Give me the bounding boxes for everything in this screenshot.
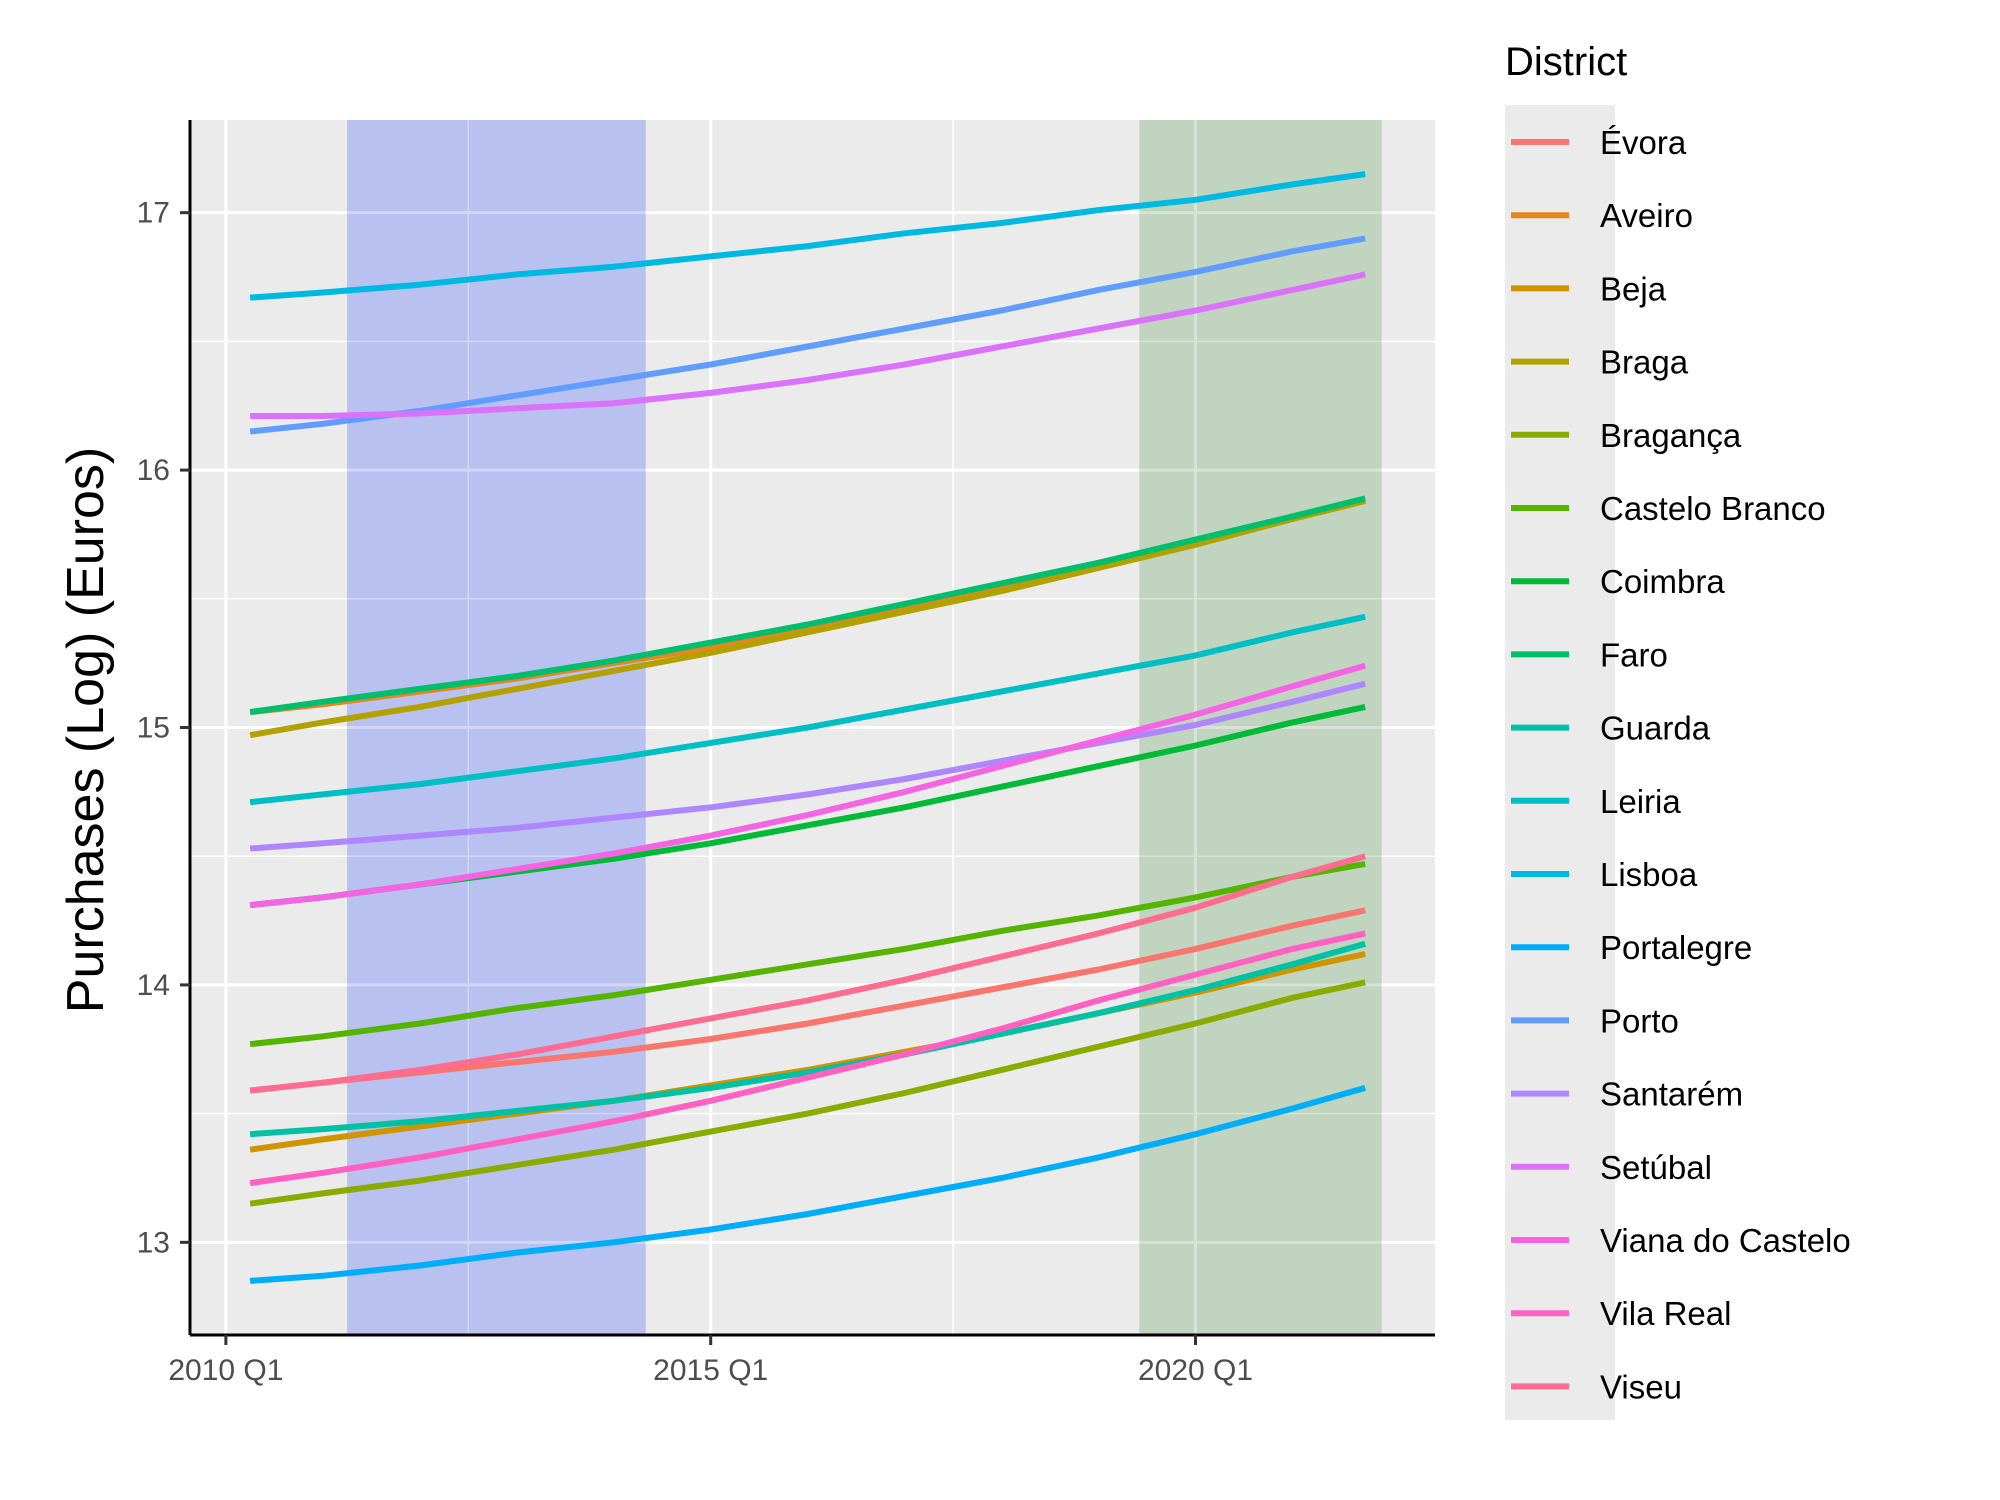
y-tick-label: 13 [137, 1226, 170, 1259]
series-line-leiria [249, 613, 1366, 806]
series-line-santarem [249, 680, 1366, 852]
legend-label-evora: Évora [1600, 124, 1687, 161]
legend-label-viana-do-castelo: Viana do Castelo [1600, 1222, 1851, 1259]
legend-items: Évora Aveiro Beja Braga Bragança Castelo Bran… [1511, 124, 1851, 1405]
legend-label-leiria: Leiria [1600, 783, 1681, 820]
legend-title: District [1505, 40, 1627, 84]
x-tick-label: 2020 Q1 [1138, 1354, 1253, 1387]
legend-label-viseu: Viseu [1600, 1368, 1682, 1405]
legend-label-portalegre: Portalegre [1600, 929, 1752, 966]
legend-label-aveiro: Aveiro [1600, 197, 1693, 234]
series-line-castelo-branco [249, 860, 1366, 1048]
legend-label-porto: Porto [1600, 1002, 1679, 1039]
x-tick-label: 2010 Q1 [168, 1354, 283, 1387]
legend-label-coimbra: Coimbra [1600, 563, 1725, 600]
series-lines [249, 171, 1367, 1284]
series-line-faro [249, 495, 1366, 716]
legend-label-guarda: Guarda [1600, 710, 1711, 747]
legend-key-background [1505, 105, 1615, 1420]
legend-label-faro: Faro [1600, 636, 1668, 673]
series-line-vila-real [249, 930, 1366, 1187]
legend-label-braganca: Bragança [1600, 417, 1742, 454]
series-line-braga [249, 498, 1366, 739]
series-line-braganca [249, 979, 1366, 1207]
legend-label-castelo-branco: Castelo Branco [1600, 490, 1826, 527]
series-line-setubal [250, 271, 1366, 419]
legend-label-braga: Braga [1600, 344, 1689, 381]
y-ticks: 13 14 15 16 17 [137, 197, 190, 1259]
legend-label-beja: Beja [1600, 270, 1667, 307]
series-line-viana-do-castelo [249, 662, 1367, 909]
x-ticks: 2010 Q1 2015 Q1 2020 Q1 [168, 1335, 1253, 1387]
series-line-lisboa [249, 171, 1366, 301]
y-tick-label: 16 [137, 454, 170, 487]
series-line-guarda [249, 940, 1367, 1138]
series-line-portalegre [249, 1085, 1367, 1284]
y-axis-title: Purchases (Log) (Euros) [57, 447, 115, 1013]
legend-label-setubal: Setúbal [1600, 1149, 1712, 1186]
legend-label-santarem: Santarém [1600, 1076, 1743, 1113]
y-tick-label: 17 [137, 197, 170, 230]
y-tick-label: 15 [137, 712, 170, 745]
legend-label-lisboa: Lisboa [1600, 856, 1698, 893]
series-line-viseu [249, 853, 1367, 1094]
grid-over-shade [190, 120, 1435, 1335]
legend-label-vila-real: Vila Real [1600, 1295, 1731, 1332]
y-tick-label: 14 [137, 969, 170, 1002]
legend: District Évora Aveiro Beja Braga Bragança Cas… [1505, 40, 1851, 1420]
x-tick-label: 2015 Q1 [653, 1354, 768, 1387]
